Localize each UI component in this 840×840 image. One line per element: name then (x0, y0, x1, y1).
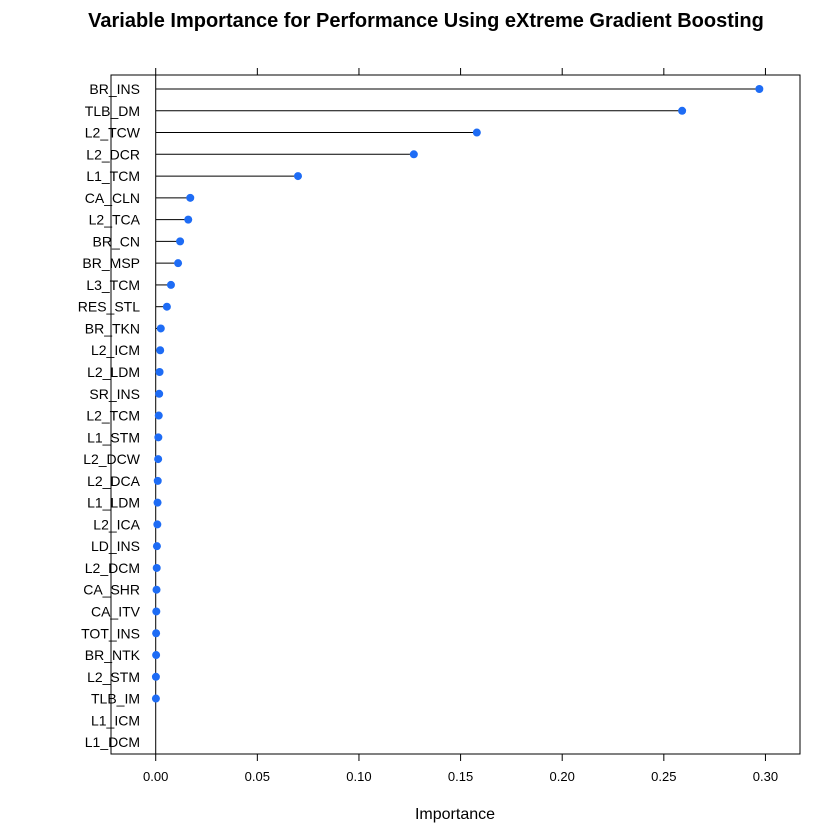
importance-point (409, 150, 418, 159)
category-label: BR_MSP (82, 255, 140, 271)
category-label: L2_DCR (86, 146, 140, 162)
category-label: TLB_DM (85, 103, 140, 119)
category-label: L2_DCM (85, 560, 140, 576)
importance-point (176, 237, 185, 246)
importance-point (755, 85, 764, 93)
importance-point (472, 128, 481, 137)
category-label: RES_STL (78, 299, 140, 315)
chart-title: Variable Importance for Performance Usin… (88, 10, 764, 32)
category-label: LD_INS (91, 538, 140, 554)
importance-point (153, 498, 162, 507)
importance-point (154, 455, 163, 464)
category-label: BR_CN (93, 233, 140, 249)
importance-point (152, 651, 161, 660)
category-label: SR_INS (89, 386, 140, 402)
bottom-axis-ticks: 0.00 0.05 0.10 0.15 0.20 0.25 0.30 (143, 754, 778, 784)
plot-frame (110, 74, 801, 755)
importance-point (152, 607, 161, 616)
y-axis-labels: BR_INS TLB_DM L2_TCW L2_DCR L1_TCM CA_CLN L2_T… (78, 81, 141, 750)
category-label: L2_DCW (83, 451, 141, 467)
top-axis-ticks (155, 68, 766, 75)
x-tick-label: 0.05 (245, 769, 270, 784)
category-label: L3_TCM (86, 277, 140, 293)
category-label: L2_TCA (89, 212, 141, 228)
category-label: TLB_IM (91, 691, 140, 707)
importance-point (152, 585, 161, 594)
importance-point (678, 106, 687, 115)
category-label: L1_DCM (85, 734, 140, 750)
category-label: L2_TCM (86, 408, 140, 424)
importance-point (184, 215, 193, 224)
importance-point (154, 433, 163, 442)
category-label: L1_LDM (87, 495, 140, 511)
importance-point (154, 411, 163, 420)
importance-point (166, 280, 175, 289)
importance-point (155, 389, 164, 398)
category-label: L1_STM (87, 429, 140, 445)
importance-point (156, 346, 165, 355)
category-label: CA_ITV (91, 603, 141, 619)
category-label: CA_SHR (83, 582, 140, 598)
x-axis-label: Importance (415, 806, 495, 823)
category-label: TOT_INS (81, 625, 140, 641)
category-label: L1_TCM (86, 168, 140, 184)
x-tick-label: 0.20 (550, 769, 575, 784)
importance-point (155, 368, 164, 377)
importance-point (153, 520, 162, 529)
category-label: L2_ICA (93, 516, 140, 532)
category-label: L1_ICM (91, 712, 140, 728)
importance-point (152, 542, 161, 551)
importance-point (174, 259, 183, 268)
category-label: L2_STM (87, 669, 140, 685)
category-label: BR_NTK (85, 647, 141, 663)
x-tick-label: 0.10 (346, 769, 371, 784)
x-tick-label: 0.25 (651, 769, 676, 784)
importance-point (153, 476, 162, 485)
importance-point (151, 694, 160, 703)
plot-marks (151, 85, 764, 703)
importance-point (293, 172, 302, 181)
importance-point (152, 629, 161, 638)
x-tick-label: 0.15 (448, 769, 473, 784)
category-label: CA_CLN (85, 190, 140, 206)
category-label: L2_TCW (85, 125, 141, 141)
importance-point (152, 563, 161, 572)
importance-point (162, 302, 171, 311)
category-label: BR_INS (89, 81, 140, 97)
importance-point (156, 324, 165, 333)
category-label: L2_ICM (91, 342, 140, 358)
category-label: L2_LDM (87, 364, 140, 380)
x-tick-label: 0.00 (143, 769, 168, 784)
category-label: BR_TKN (85, 320, 140, 336)
importance-point (186, 193, 195, 202)
importance-point (151, 672, 160, 681)
category-label: L2_DCA (87, 473, 141, 489)
x-tick-label: 0.30 (753, 769, 778, 784)
